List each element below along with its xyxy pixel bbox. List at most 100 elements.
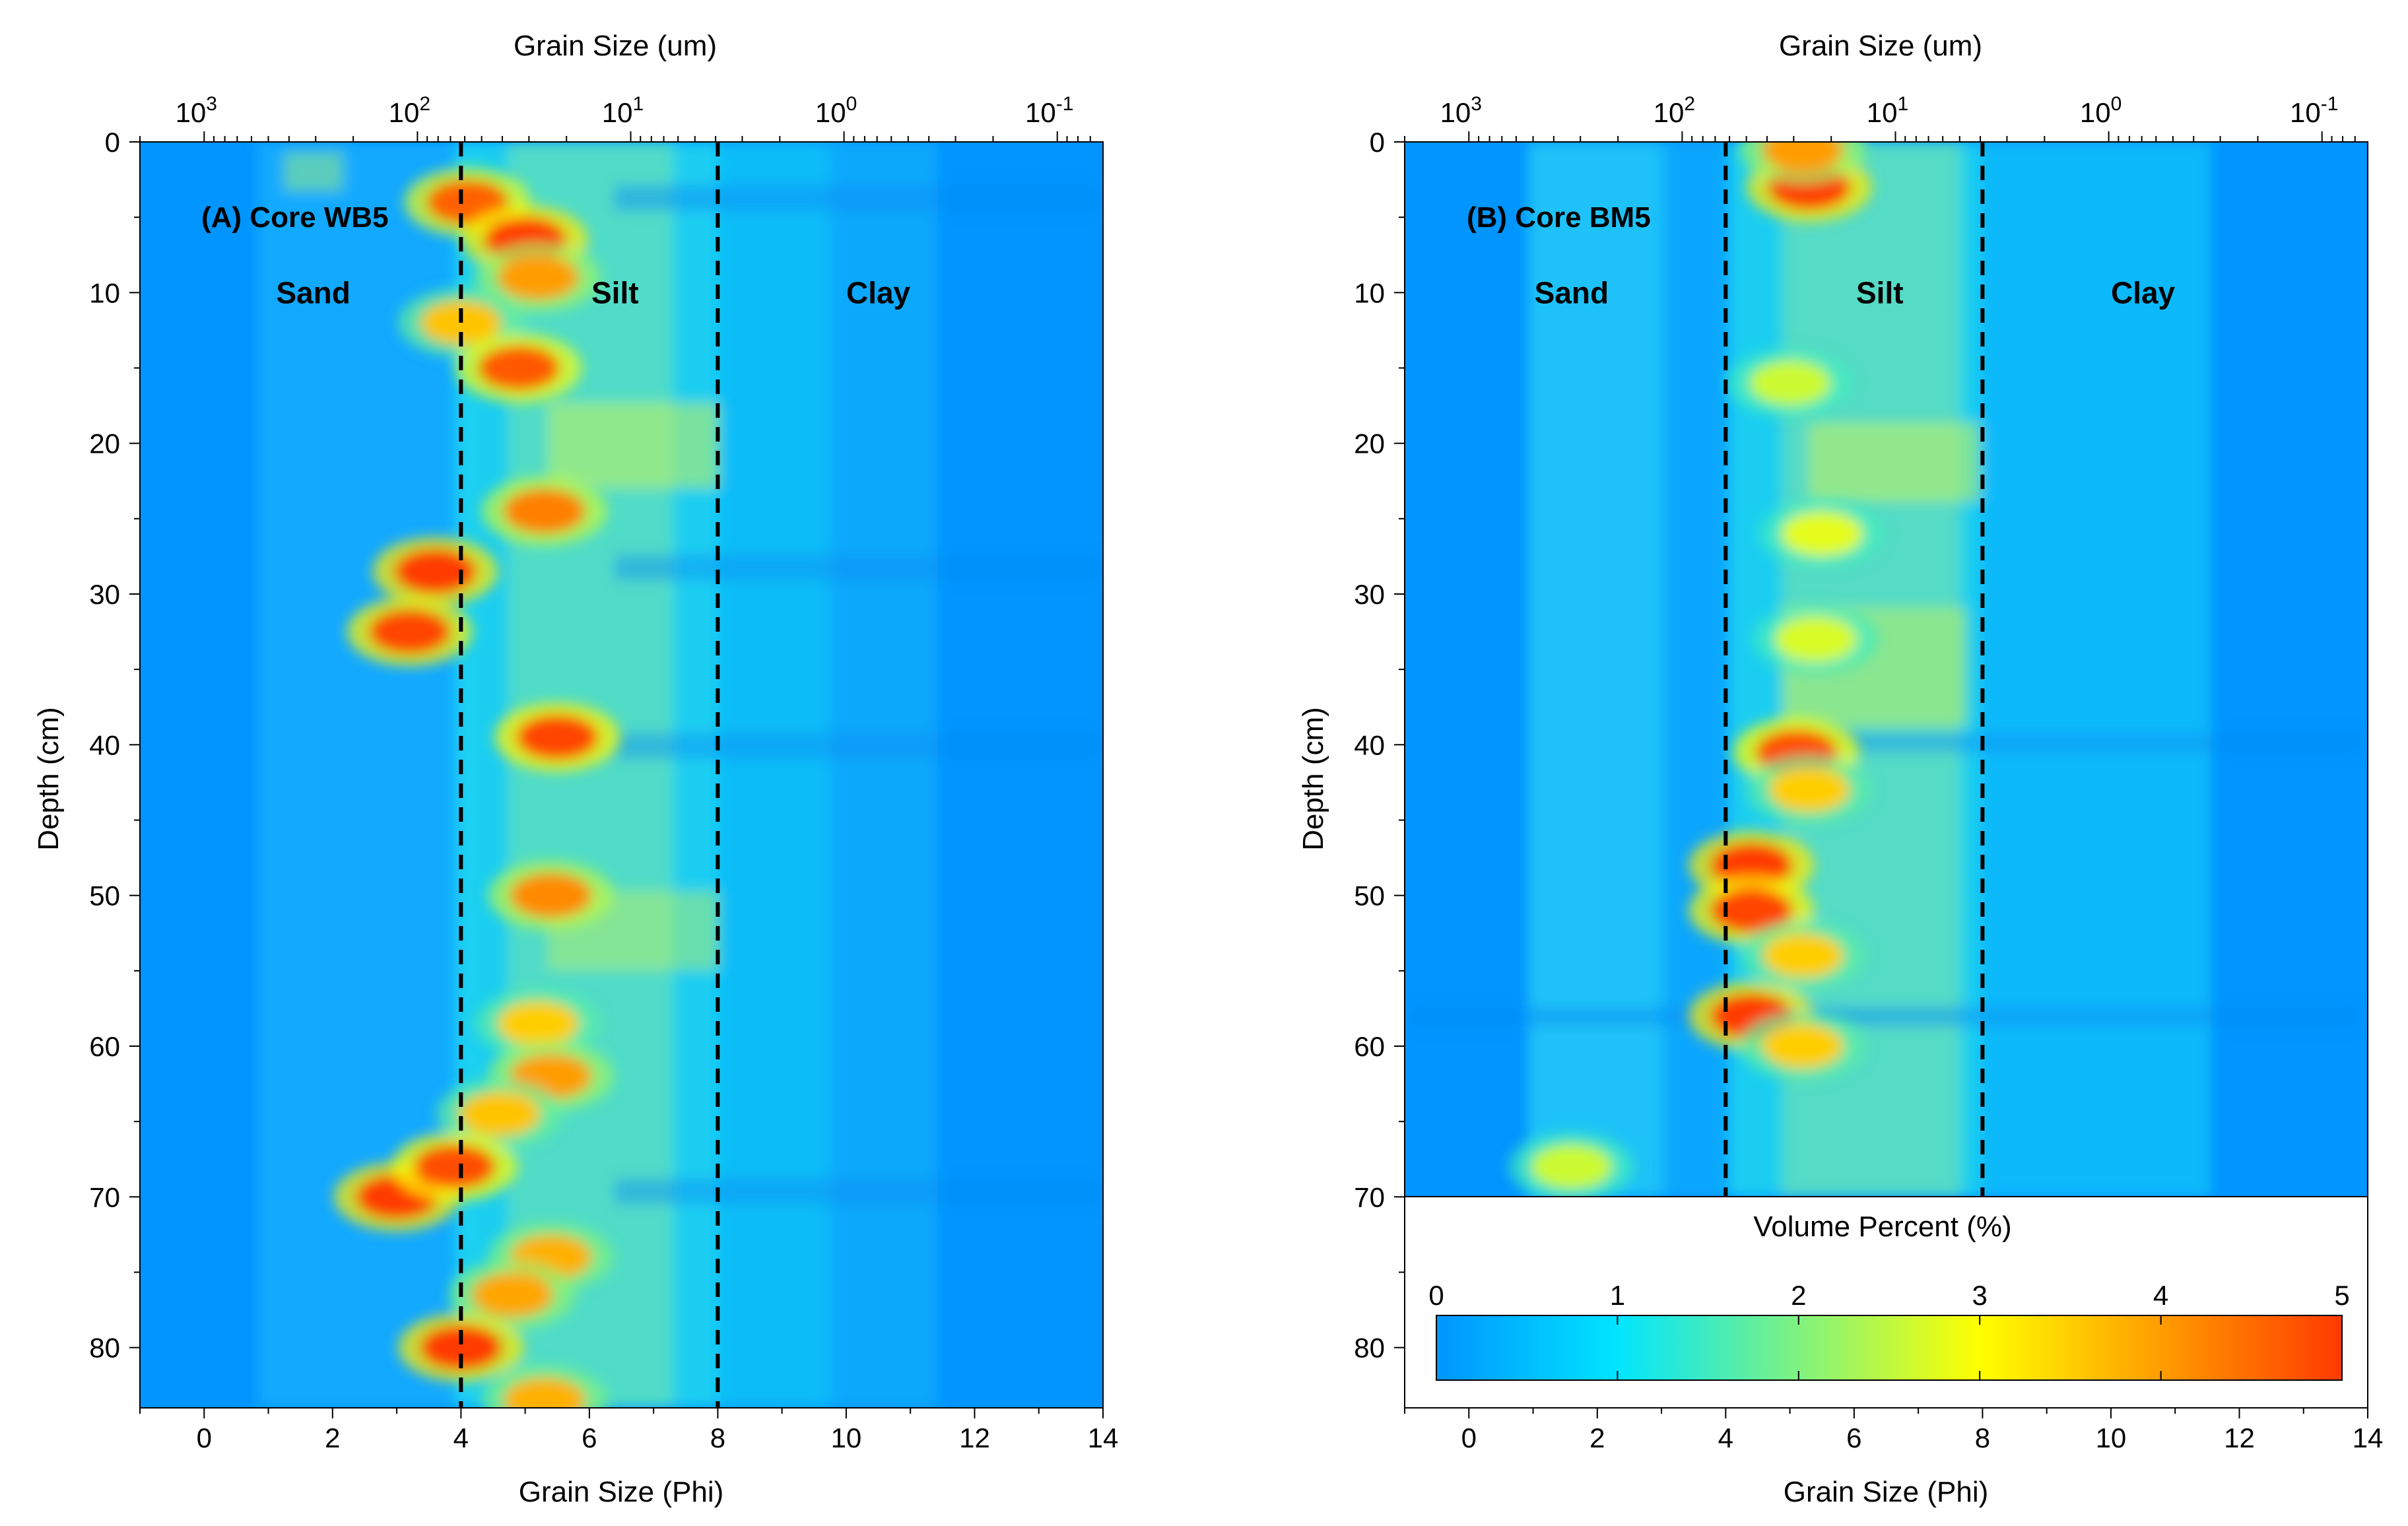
colorbar-tick-label: 4 — [2153, 1280, 2168, 1311]
hotspot — [503, 1377, 585, 1408]
hotspot — [394, 548, 477, 594]
zone-label-clay: Clay — [846, 275, 911, 310]
x-tick-label: 0 — [197, 1422, 212, 1453]
x2label-a: Grain Size (um) — [514, 30, 717, 62]
y-tick-label: 0 — [1370, 127, 1385, 158]
y-tick-label: 70 — [1354, 1181, 1385, 1212]
top-axis-b: 103 102 101 100 10-1 — [1404, 93, 2368, 143]
zones-b: Sand Silt Clay — [1535, 275, 2176, 310]
top-tick-label: 102 — [389, 93, 430, 128]
y-tick-label: 40 — [89, 729, 120, 760]
y-tick-label: 80 — [89, 1333, 120, 1364]
dividers-b — [1723, 142, 1985, 1197]
top-tick-label: 10-1 — [2290, 93, 2338, 128]
y-tick-label: 50 — [1354, 880, 1385, 912]
hotspot — [1530, 1144, 1613, 1189]
top-tick-label: 103 — [1440, 93, 1482, 128]
strip-b-dark-58 — [1409, 1007, 2360, 1026]
zone-label-silt: Silt — [1856, 275, 1904, 310]
colorbar-tick-label: 2 — [1791, 1280, 1806, 1311]
panel-b: Sand Silt Clay (B) Core BM5 0 2 4 6 8 10 12 14 01… — [1297, 30, 2383, 1508]
y-tick-label: 10 — [89, 277, 120, 308]
xlabel-a: Grain Size (Phi) — [519, 1476, 724, 1508]
x-tick-label: 6 — [1846, 1422, 1861, 1453]
hotspot — [1749, 360, 1831, 406]
colorbar-ticks: 0 1 2 3 4 5 — [1428, 1280, 2350, 1380]
x-tick-label: 0 — [1461, 1422, 1477, 1453]
colorbar-tick-label: 1 — [1610, 1280, 1625, 1311]
hotspot — [477, 345, 560, 391]
x-tick-label: 14 — [2353, 1422, 2384, 1453]
x-tick-label: 8 — [1975, 1422, 1990, 1453]
heatmap-a — [140, 142, 1103, 1408]
x-tick-label: 6 — [582, 1422, 597, 1453]
strip-dark-4 — [614, 185, 1102, 211]
hotspot — [497, 255, 580, 300]
strip-2cm — [284, 152, 343, 191]
top-tick-label: 10-1 — [1025, 93, 1073, 128]
ylabel-a: Depth (cm) — [32, 707, 65, 851]
dividers-a — [459, 142, 720, 1408]
colorbar-tick-label: 5 — [2334, 1280, 2349, 1311]
colorbar-label: Volume Percent (%) — [1753, 1211, 2011, 1243]
zone-label-sand: Sand — [1535, 275, 1609, 310]
zone-label-clay: Clay — [2111, 275, 2176, 310]
strip-dark-28 — [614, 554, 1102, 581]
hotspot — [1710, 888, 1793, 933]
top-tick-label: 102 — [1654, 93, 1695, 128]
heatmap-b-texture — [1409, 142, 2363, 1197]
core-label-b: (B) Core BM5 — [1467, 201, 1651, 234]
y-tick-label: 60 — [89, 1031, 120, 1062]
top-tick-label: 100 — [815, 93, 857, 128]
x-tick-label: 4 — [1718, 1422, 1733, 1453]
hotspot — [413, 1144, 496, 1189]
strip-b-dark-40 — [1782, 733, 2363, 752]
core-label-a: (A) Core WB5 — [201, 201, 389, 234]
heatmap-a-hotspots — [334, 168, 620, 1408]
top-tick-label: 101 — [602, 93, 644, 128]
y-tick-label: 80 — [1354, 1333, 1385, 1364]
band-b-clay — [1980, 142, 2211, 1197]
hotspot — [420, 1325, 502, 1370]
ylabel-b: Depth (cm) — [1297, 707, 1329, 851]
hotspot — [1781, 511, 1863, 556]
strip-b-20 — [1809, 422, 1980, 502]
hotspot — [1762, 142, 1844, 172]
y-tick-label: 20 — [1354, 428, 1385, 459]
x-axis-b: 0 2 4 6 8 10 12 14 — [1404, 1408, 2384, 1453]
y-axis-a: 0 10 20 30 40 50 60 70 80 — [89, 127, 140, 1364]
y-axis-b: 0 10 20 30 40 50 60 70 80 — [1354, 127, 1405, 1364]
top-tick-label: 103 — [176, 93, 217, 128]
strip-20cm — [548, 403, 719, 488]
x-tick-label: 12 — [959, 1422, 990, 1453]
y-tick-label: 40 — [1354, 729, 1385, 760]
y-tick-label: 60 — [1354, 1031, 1385, 1062]
band-fine-silt — [508, 142, 673, 1408]
y-tick-label: 70 — [89, 1181, 120, 1212]
hotspot — [1768, 767, 1850, 813]
hotspot — [516, 714, 599, 760]
x2label-b: Grain Size (um) — [1779, 30, 1982, 62]
x-tick-label: 8 — [710, 1422, 725, 1453]
hotspot — [503, 488, 585, 534]
top-tick-label: 100 — [2080, 93, 2122, 128]
hotspot — [458, 1091, 541, 1137]
hotspot — [1774, 616, 1857, 662]
hotspot — [368, 609, 451, 655]
colorbar: Volume Percent (%) 0 1 2 3 4 5 — [1428, 1211, 2350, 1381]
hotspot — [510, 873, 592, 918]
y-tick-label: 30 — [1354, 579, 1385, 610]
y-tick-label: 10 — [1354, 277, 1385, 308]
y-tick-label: 0 — [105, 127, 120, 158]
x-tick-label: 14 — [1088, 1422, 1119, 1453]
y-tick-label: 30 — [89, 579, 120, 610]
strip-dark-40 — [614, 733, 1102, 759]
x-tick-label: 10 — [831, 1422, 862, 1453]
hotspot — [471, 1272, 554, 1317]
panel-a: Sand Silt Clay (A) Core WB5 0 2 4 6 8 10 12 14 01… — [32, 30, 1118, 1508]
top-axis-a: 103 102 101 100 10-1 — [139, 93, 1103, 143]
zones-a: Sand Silt Clay — [276, 275, 910, 310]
heatmap-b — [1405, 142, 2368, 1197]
colorbar-tick-label: 3 — [1972, 1280, 1988, 1311]
